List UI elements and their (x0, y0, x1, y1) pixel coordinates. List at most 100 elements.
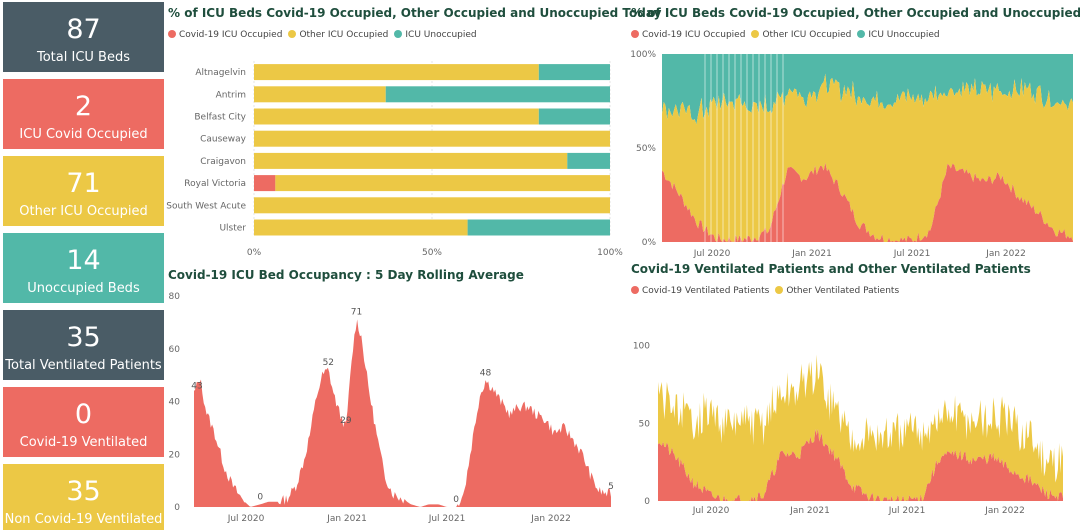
bar-segment (254, 86, 386, 103)
y-tick-label: 100% (630, 50, 656, 60)
y-tick-label: 0% (642, 238, 657, 248)
legend-label: ICU Unoccupied (405, 30, 477, 40)
data-label: 29 (340, 416, 352, 426)
covid-ventilated-area (658, 428, 1063, 501)
chart3-title: Covid-19 ICU Bed Occupancy : 5 Day Rolli… (168, 268, 524, 282)
x-tick-label: 50% (422, 248, 442, 258)
legend-label: Other Ventilated Patients (786, 286, 900, 296)
legend-item: ICU Unoccupied (857, 30, 940, 40)
x-tick-label: Jan 2022 (985, 249, 1026, 259)
x-tick-label: Jul 2020 (693, 249, 731, 259)
chart1-svg: 0% 50% 100% Altnagelvin Antrim Belfast City Ca… (166, 61, 623, 258)
legend-dot-icon (168, 30, 176, 38)
kpi-card-2: 71 Other ICU Occupied (3, 156, 164, 226)
kpi-value: 35 (66, 476, 101, 507)
legend-dot-icon (394, 30, 403, 38)
kpi-label: Covid-19 Ventilated (19, 435, 148, 450)
x-tick-label: Jan 2021 (789, 506, 830, 516)
kpi-label: Total Ventilated Patients (5, 358, 162, 373)
bar-segment (254, 64, 539, 81)
data-label: 0 (257, 492, 263, 502)
other-ventilated-area (658, 354, 1063, 501)
covid-area (662, 162, 1073, 242)
legend-label: Covid-19 ICU Occupied (179, 30, 283, 40)
legend-item: ICU Unoccupied (394, 30, 477, 40)
kpi-card-1: 2 ICU Covid Occupied (3, 79, 164, 149)
kpi-card-3: 14 Unoccupied Beds (3, 233, 164, 303)
kpi-card-0: 87 Total ICU Beds (3, 2, 164, 72)
x-tick-label: Jul 2021 (888, 506, 926, 516)
legend-dot-icon (775, 286, 784, 294)
kpi-value: 35 (66, 322, 101, 353)
y-tick-label: 20 (169, 450, 181, 460)
data-label: 52 (323, 358, 334, 368)
data-label: 5 (608, 482, 614, 492)
kpi-value: 87 (66, 14, 101, 45)
legend-dot-icon (631, 286, 639, 294)
legend-label: Other ICU Occupied (299, 30, 389, 40)
kpi-label: ICU Covid Occupied (19, 127, 148, 142)
legend-dot-icon (631, 30, 639, 38)
legend-dot-icon (288, 30, 297, 38)
bar-segment (275, 175, 610, 192)
chart2-legend: Covid-19 ICU Occupied Other ICU Occupied I… (631, 30, 946, 40)
x-tick-label: Jul 2020 (692, 506, 730, 516)
legend-item: Covid-19 ICU Occupied (631, 30, 745, 40)
chart1-title: % of ICU Beds Covid-19 Occupied, Other O… (168, 6, 662, 20)
y-tick-label: 60 (169, 345, 181, 355)
legend-item: Covid-19 Ventilated Patients (631, 286, 769, 296)
y-tick-label: 0 (174, 503, 180, 513)
legend-dot-icon (751, 30, 760, 38)
category-label: South West Acute (166, 201, 246, 211)
x-tick-label: Jan 2022 (530, 514, 571, 524)
x-tick-label: Jan 2022 (984, 506, 1025, 516)
y-tick-label: 50% (636, 144, 656, 154)
bar-segment (567, 152, 610, 169)
kpi-label: Non Covid-19 Ventilated (4, 512, 163, 527)
kpi-value: 0 (74, 399, 93, 430)
bar-segment (467, 219, 610, 236)
bar-segment (254, 175, 276, 192)
x-tick-label: 100% (597, 248, 623, 258)
chart1-legend: Covid-19 ICU Occupied Other ICU Occupied I… (168, 30, 483, 40)
category-label: Royal Victoria (184, 179, 246, 189)
data-label: 43 (191, 382, 202, 392)
chart2-title: % of ICU Beds Covid-19 Occupied, Other O… (631, 6, 1080, 20)
bar-segment (254, 130, 610, 147)
chart4-title: Covid-19 Ventilated Patients and Other V… (631, 262, 1031, 276)
y-tick-label: 80 (169, 292, 181, 302)
legend-label: Covid-19 ICU Occupied (642, 30, 746, 40)
kpi-label: Total ICU Beds (37, 50, 130, 65)
kpi-card-5: 0 Covid-19 Ventilated (3, 387, 164, 457)
x-tick-label: Jan 2021 (791, 249, 832, 259)
bar-segment (538, 64, 610, 81)
x-tick-label: Jul 2021 (893, 249, 931, 259)
category-label: Altnagelvin (195, 68, 246, 78)
chart3-svg: 0 20 40 60 80 43 0 52 29 71 0 48 5 Jul 2020 Jan 2021 Ju… (169, 292, 614, 524)
y-tick-label: 100 (633, 342, 650, 352)
x-tick-label: Jul 2021 (428, 514, 466, 524)
x-tick-label: Jan 2021 (326, 514, 367, 524)
category-label: Causeway (200, 135, 247, 145)
y-tick-label: 40 (169, 398, 181, 408)
y-tick-label: 50 (639, 419, 651, 429)
kpi-label: Other ICU Occupied (19, 204, 148, 219)
chart4-svg: 0 50 100 Jul 2020 Jan 2021 Jul 2021 Jan 2022 (633, 342, 1063, 516)
kpi-value: 71 (66, 168, 101, 199)
bar-segment (538, 108, 610, 125)
covid-occupancy-area (194, 319, 611, 507)
kpi-value: 14 (66, 245, 101, 276)
bar-segment (254, 152, 568, 169)
data-label: 48 (480, 368, 492, 378)
x-tick-label: Jul 2020 (227, 514, 265, 524)
legend-label: Other ICU Occupied (762, 30, 852, 40)
category-label: Craigavon (200, 157, 246, 167)
legend-item: Covid-19 ICU Occupied (168, 30, 282, 40)
category-label: Ulster (219, 224, 246, 234)
bar-segment (385, 86, 610, 103)
chart2-svg: 0% 50% 100% Jul 2020 Jan 2021 Jul 2021 Jan 202… (630, 50, 1073, 259)
bar-segment (254, 108, 539, 125)
data-label: 71 (351, 308, 362, 318)
legend-item: Other Ventilated Patients (775, 286, 899, 296)
legend-dot-icon (857, 30, 866, 38)
